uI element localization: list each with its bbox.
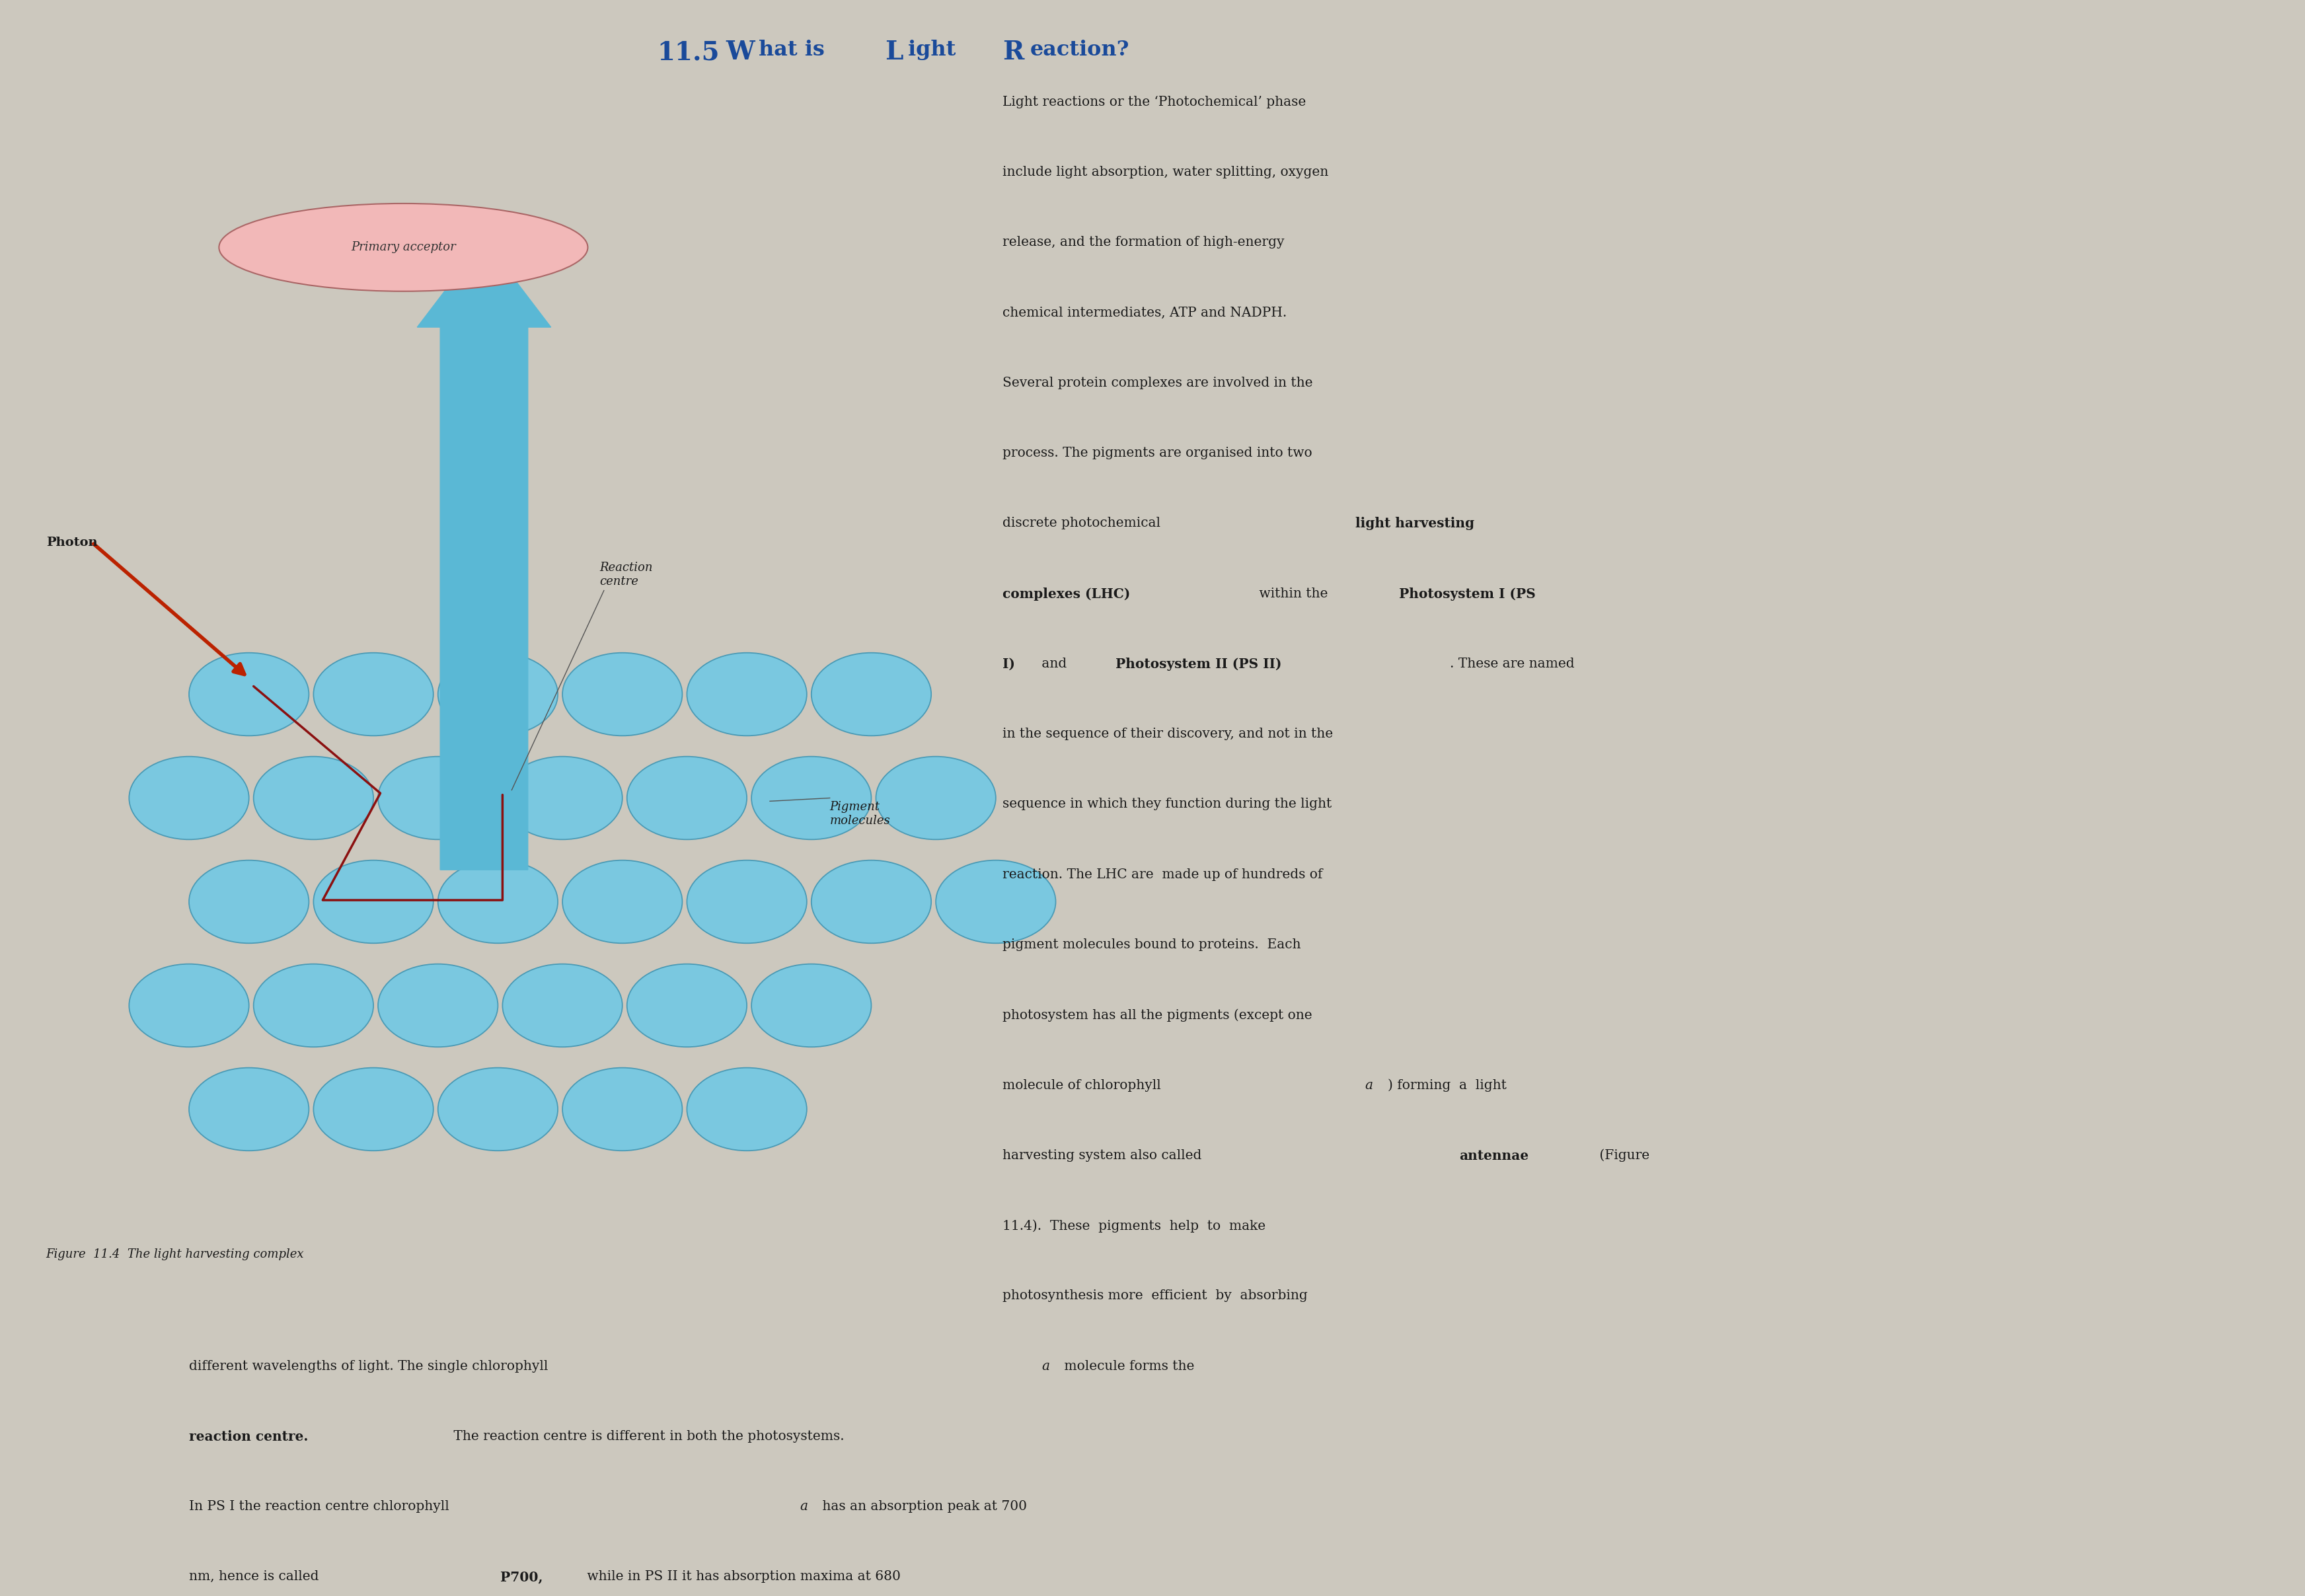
Circle shape (562, 653, 682, 736)
Text: within the: within the (1254, 587, 1332, 600)
FancyArrow shape (417, 239, 551, 870)
Text: Photon: Photon (46, 536, 97, 549)
Circle shape (687, 1068, 807, 1151)
Circle shape (378, 964, 498, 1047)
Text: . These are named: . These are named (1450, 658, 1574, 670)
Circle shape (502, 757, 622, 839)
Text: Primary acceptor: Primary acceptor (350, 241, 456, 254)
Text: L: L (885, 40, 904, 65)
Text: (Figure: (Figure (1595, 1149, 1650, 1162)
Text: different wavelengths of light. The single chlorophyll: different wavelengths of light. The sing… (189, 1360, 553, 1373)
Ellipse shape (219, 203, 588, 292)
Circle shape (189, 860, 309, 943)
Circle shape (438, 653, 558, 736)
Text: eaction?: eaction? (1030, 40, 1129, 61)
Text: and: and (1037, 658, 1072, 670)
Text: antennae: antennae (1459, 1149, 1528, 1162)
Circle shape (438, 860, 558, 943)
Text: light harvesting: light harvesting (1355, 517, 1475, 530)
Text: I): I) (1003, 658, 1014, 670)
Text: reaction. The LHC are  made up of hundreds of: reaction. The LHC are made up of hundred… (1003, 868, 1323, 881)
Text: molecule of chlorophyll: molecule of chlorophyll (1003, 1079, 1166, 1092)
Text: complexes (LHC): complexes (LHC) (1003, 587, 1129, 600)
Text: R: R (1003, 40, 1023, 65)
Text: P700,: P700, (500, 1570, 542, 1583)
Circle shape (438, 1068, 558, 1151)
Circle shape (627, 757, 747, 839)
Text: discrete photochemical: discrete photochemical (1003, 517, 1164, 530)
Circle shape (313, 1068, 433, 1151)
Circle shape (129, 757, 249, 839)
Text: In PS I the reaction centre chlorophyll: In PS I the reaction centre chlorophyll (189, 1500, 454, 1513)
Text: ight: ight (908, 40, 963, 61)
Text: Several protein complexes are involved in the: Several protein complexes are involved i… (1003, 377, 1314, 389)
Text: a: a (1042, 1360, 1049, 1373)
Circle shape (936, 860, 1056, 943)
Text: Figure  11.4  The light harvesting complex: Figure 11.4 The light harvesting complex (46, 1248, 304, 1259)
Circle shape (313, 653, 433, 736)
Text: harvesting system also called: harvesting system also called (1003, 1149, 1206, 1162)
Circle shape (189, 1068, 309, 1151)
Circle shape (562, 1068, 682, 1151)
Circle shape (562, 860, 682, 943)
Circle shape (751, 757, 871, 839)
Text: Photosystem I (PS: Photosystem I (PS (1399, 587, 1535, 600)
Circle shape (876, 757, 996, 839)
Circle shape (751, 964, 871, 1047)
Circle shape (811, 860, 931, 943)
Circle shape (627, 964, 747, 1047)
Circle shape (129, 964, 249, 1047)
Text: Photosystem II (PS II): Photosystem II (PS II) (1116, 658, 1282, 670)
Text: photosystem has all the pigments (except one: photosystem has all the pigments (except… (1003, 1009, 1312, 1021)
Text: has an absorption peak at 700: has an absorption peak at 700 (818, 1500, 1028, 1513)
Text: photosynthesis more  efficient  by  absorbing: photosynthesis more efficient by absorbi… (1003, 1290, 1307, 1302)
Text: W: W (726, 40, 756, 65)
Text: reaction centre.: reaction centre. (189, 1430, 309, 1443)
Text: Reaction
centre: Reaction centre (599, 562, 652, 587)
Text: in the sequence of their discovery, and not in the: in the sequence of their discovery, and … (1003, 728, 1332, 741)
Text: Light reactions or the ‘Photochemical’ phase: Light reactions or the ‘Photochemical’ p… (1003, 96, 1307, 109)
Text: process. The pigments are organised into two: process. The pigments are organised into… (1003, 447, 1312, 460)
Text: hat is: hat is (758, 40, 832, 61)
Circle shape (687, 653, 807, 736)
Text: molecule forms the: molecule forms the (1060, 1360, 1194, 1373)
Circle shape (502, 964, 622, 1047)
Circle shape (189, 653, 309, 736)
Text: The reaction centre is different in both the photosystems.: The reaction centre is different in both… (449, 1430, 844, 1443)
Circle shape (254, 757, 373, 839)
Text: release, and the formation of high-energy: release, and the formation of high-energ… (1003, 236, 1284, 249)
Text: 11.5: 11.5 (657, 40, 719, 65)
Circle shape (313, 860, 433, 943)
Circle shape (811, 653, 931, 736)
Circle shape (687, 860, 807, 943)
Text: Pigment
molecules: Pigment molecules (830, 801, 890, 827)
Text: a: a (1365, 1079, 1371, 1092)
Text: include light absorption, water splitting, oxygen: include light absorption, water splittin… (1003, 166, 1328, 179)
Text: sequence in which they function during the light: sequence in which they function during t… (1003, 798, 1332, 811)
Text: chemical intermediates, ATP and NADPH.: chemical intermediates, ATP and NADPH. (1003, 306, 1286, 319)
Text: ) forming  a  light: ) forming a light (1388, 1079, 1507, 1092)
Text: 11.4).  These  pigments  help  to  make: 11.4). These pigments help to make (1003, 1219, 1265, 1232)
Text: while in PS II it has absorption maxima at 680: while in PS II it has absorption maxima … (583, 1570, 901, 1583)
Text: pigment molecules bound to proteins.  Each: pigment molecules bound to proteins. Eac… (1003, 938, 1300, 951)
Text: nm, hence is called: nm, hence is called (189, 1570, 323, 1583)
Circle shape (254, 964, 373, 1047)
Circle shape (378, 757, 498, 839)
Text: a: a (800, 1500, 807, 1513)
